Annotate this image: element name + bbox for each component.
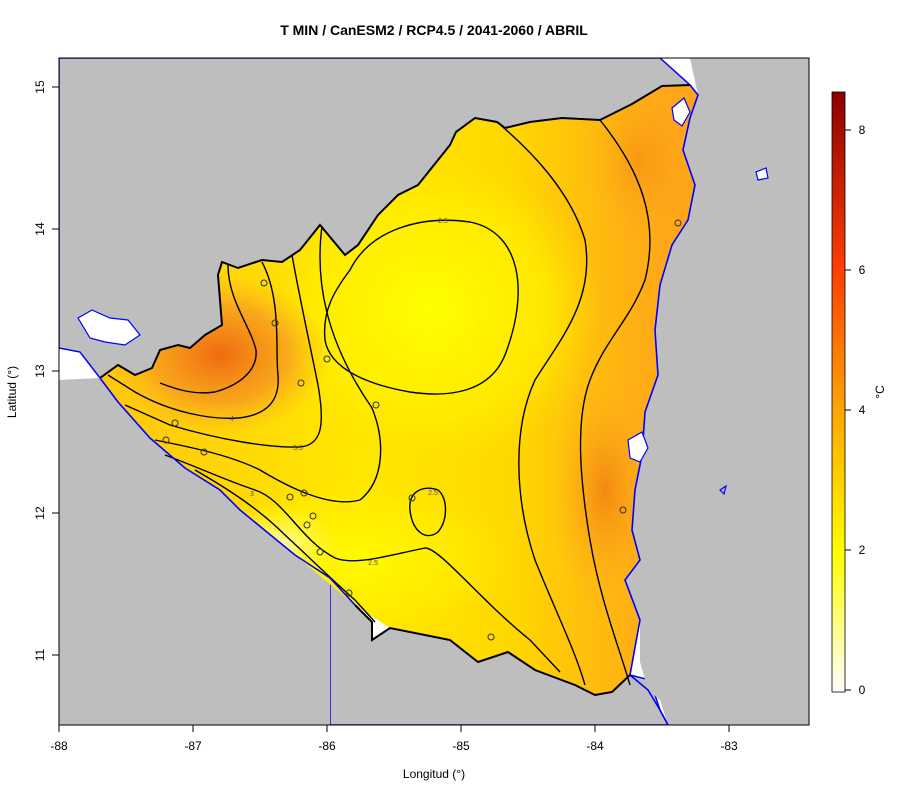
y-tick-label: 14 (33, 222, 47, 236)
colorbar-tick-label: 0 (859, 683, 866, 697)
island-east (755, 167, 769, 181)
contour-line (496, 121, 588, 686)
station-marker (372, 401, 380, 409)
station-marker (271, 319, 279, 327)
contour-line (579, 119, 651, 686)
y-tick-label: 15 (33, 80, 47, 94)
colorbar-unit-label: °C (873, 385, 887, 399)
colorbar-tick-label: 6 (859, 263, 866, 277)
station-marker (171, 419, 179, 427)
eastern-gray-region (625, 58, 809, 725)
pearl-lagoon (627, 431, 649, 463)
x-axis-label: Longitud (°) (403, 767, 465, 781)
station-marker (200, 448, 208, 456)
caribbean-coastline (624, 84, 699, 725)
station-marker (260, 279, 268, 287)
contour-line (164, 454, 561, 673)
contour-labels: 4 3.5 3 2.5 2.5 2.5 (230, 218, 448, 567)
contour-label: 2.5 (368, 560, 378, 567)
island-small (719, 484, 727, 496)
station-markers (162, 219, 682, 641)
x-tick-label: -85 (452, 739, 470, 753)
colorbar-tick-label: 8 (859, 123, 866, 137)
contour-line (107, 261, 279, 419)
colorbar-tick-label: 2 (859, 543, 866, 557)
contour-line (409, 487, 447, 537)
contour-label: 3.5 (293, 445, 303, 452)
y-axis: 11 12 13 14 15 Latitud (°) (5, 80, 60, 661)
contour-line (124, 254, 323, 448)
pacific-gray-region (59, 378, 330, 725)
x-tick-label: -86 (318, 739, 336, 753)
contour-label: 2.5 (428, 490, 438, 497)
colorbar-gradient (831, 91, 846, 693)
map-title: T MIN / CanESM2 / RCP4.5 / 2041-2060 / A… (280, 22, 588, 38)
station-marker (286, 493, 294, 501)
contour-label: 4 (230, 416, 234, 423)
contour-label: 2.5 (438, 218, 448, 225)
station-marker (345, 589, 353, 597)
station-marker (309, 512, 317, 520)
pacific-coastline (99, 377, 356, 606)
station-marker (297, 379, 305, 387)
station-marker (674, 219, 682, 227)
colorbar: 0 2 4 6 8 °C (831, 91, 887, 697)
x-tick-label: -84 (586, 739, 604, 753)
contour-line (323, 219, 519, 395)
nicaragua-border (99, 84, 691, 379)
contour-lines (107, 119, 651, 686)
station-marker (162, 436, 170, 444)
y-tick-label: 13 (33, 364, 47, 378)
x-tick-label: -87 (184, 739, 202, 753)
nicaragua-border-south (354, 604, 631, 697)
station-marker (487, 633, 495, 641)
station-marker (408, 494, 416, 502)
colorbar-tick-label: 4 (859, 403, 866, 417)
northern-lagoon (671, 97, 691, 127)
y-tick-label: 11 (33, 648, 47, 661)
station-marker (323, 355, 331, 363)
contour-label: 3 (250, 491, 254, 498)
station-marker (303, 521, 311, 529)
gulf-of-fonseca (77, 309, 141, 346)
x-tick-label: -83 (720, 739, 738, 753)
y-axis-label: Latitud (°) (5, 366, 19, 418)
x-axis: -88 -87 -86 -85 -84 -83 Longitud (°) (50, 724, 738, 781)
contour-line (159, 264, 257, 394)
x-tick-label: -88 (50, 739, 68, 753)
contour-line (154, 225, 382, 503)
station-marker (316, 548, 324, 556)
station-marker (300, 489, 308, 497)
plot-area: 4 3.5 3 2.5 2.5 2.5 (59, 58, 809, 725)
y-tick-label: 12 (33, 506, 47, 520)
contour-line (194, 469, 376, 623)
station-marker (619, 506, 627, 514)
